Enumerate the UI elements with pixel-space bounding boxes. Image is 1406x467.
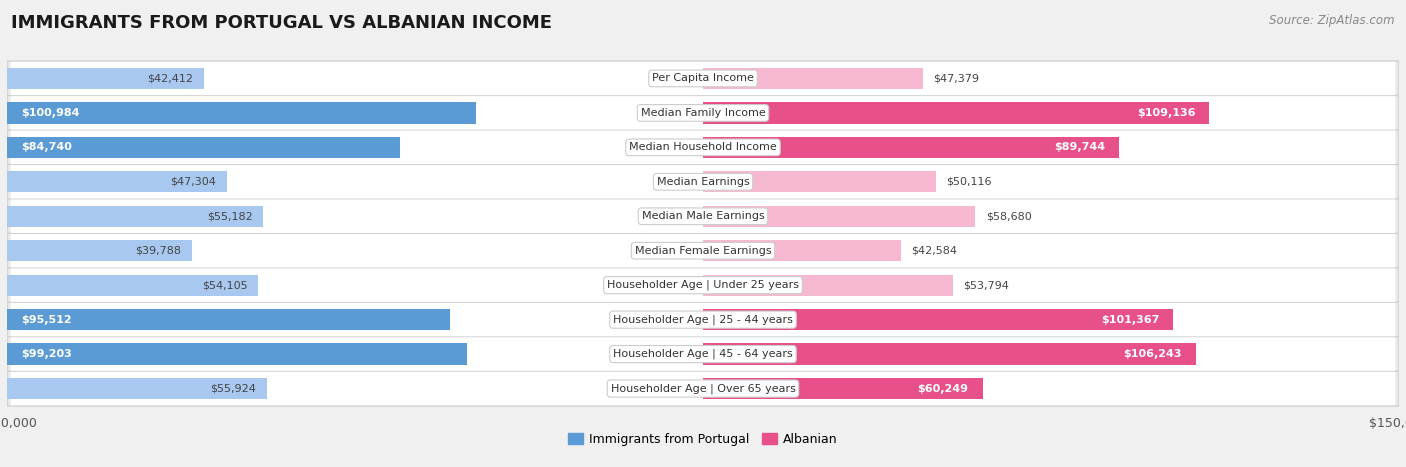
- Text: $58,680: $58,680: [986, 211, 1032, 221]
- Text: $60,249: $60,249: [918, 383, 969, 394]
- Text: $54,105: $54,105: [202, 280, 247, 290]
- FancyBboxPatch shape: [7, 234, 1399, 268]
- Bar: [703, 68, 922, 89]
- Text: Median Household Income: Median Household Income: [628, 142, 778, 152]
- Bar: [7, 240, 191, 262]
- Text: Householder Age | Under 25 years: Householder Age | Under 25 years: [607, 280, 799, 290]
- Text: Source: ZipAtlas.com: Source: ZipAtlas.com: [1270, 14, 1395, 27]
- FancyBboxPatch shape: [7, 95, 1399, 130]
- FancyBboxPatch shape: [7, 337, 1399, 372]
- Bar: [7, 309, 450, 330]
- Text: $47,379: $47,379: [934, 73, 979, 84]
- Bar: [7, 171, 226, 192]
- Bar: [703, 205, 976, 227]
- Bar: [703, 275, 953, 296]
- Text: $95,512: $95,512: [21, 315, 72, 325]
- Text: $55,182: $55,182: [207, 211, 253, 221]
- Bar: [7, 102, 475, 124]
- FancyBboxPatch shape: [10, 372, 1396, 405]
- Bar: [7, 343, 467, 365]
- FancyBboxPatch shape: [7, 130, 1399, 165]
- FancyBboxPatch shape: [10, 165, 1396, 198]
- FancyBboxPatch shape: [10, 62, 1396, 95]
- FancyBboxPatch shape: [7, 302, 1399, 337]
- Text: Median Earnings: Median Earnings: [657, 177, 749, 187]
- Text: $89,744: $89,744: [1054, 142, 1105, 152]
- Legend: Immigrants from Portugal, Albanian: Immigrants from Portugal, Albanian: [562, 428, 844, 451]
- Bar: [703, 137, 1119, 158]
- Text: $101,367: $101,367: [1101, 315, 1160, 325]
- Text: $50,116: $50,116: [946, 177, 991, 187]
- Bar: [703, 309, 1174, 330]
- FancyBboxPatch shape: [7, 164, 1399, 199]
- FancyBboxPatch shape: [10, 269, 1396, 302]
- Text: Median Female Earnings: Median Female Earnings: [634, 246, 772, 256]
- Bar: [703, 102, 1209, 124]
- Text: IMMIGRANTS FROM PORTUGAL VS ALBANIAN INCOME: IMMIGRANTS FROM PORTUGAL VS ALBANIAN INC…: [11, 14, 553, 32]
- Text: Per Capita Income: Per Capita Income: [652, 73, 754, 84]
- Bar: [703, 171, 935, 192]
- Text: $47,304: $47,304: [170, 177, 217, 187]
- Bar: [7, 137, 401, 158]
- Text: $99,203: $99,203: [21, 349, 72, 359]
- FancyBboxPatch shape: [10, 96, 1396, 130]
- FancyBboxPatch shape: [7, 199, 1399, 234]
- Text: $42,584: $42,584: [911, 246, 957, 256]
- Text: $100,984: $100,984: [21, 108, 80, 118]
- FancyBboxPatch shape: [10, 234, 1396, 268]
- FancyBboxPatch shape: [7, 268, 1399, 303]
- Text: Householder Age | 25 - 44 years: Householder Age | 25 - 44 years: [613, 314, 793, 325]
- Bar: [7, 275, 259, 296]
- Text: Householder Age | Over 65 years: Householder Age | Over 65 years: [610, 383, 796, 394]
- FancyBboxPatch shape: [10, 131, 1396, 164]
- Bar: [703, 240, 901, 262]
- Bar: [7, 205, 263, 227]
- FancyBboxPatch shape: [10, 337, 1396, 371]
- Bar: [703, 343, 1197, 365]
- Text: $39,788: $39,788: [135, 246, 181, 256]
- FancyBboxPatch shape: [7, 61, 1399, 96]
- Text: $55,924: $55,924: [209, 383, 256, 394]
- Text: $53,794: $53,794: [963, 280, 1010, 290]
- Bar: [7, 68, 204, 89]
- Text: $109,136: $109,136: [1137, 108, 1195, 118]
- FancyBboxPatch shape: [7, 371, 1399, 406]
- Text: Median Family Income: Median Family Income: [641, 108, 765, 118]
- FancyBboxPatch shape: [10, 199, 1396, 233]
- Bar: [703, 378, 983, 399]
- Text: $106,243: $106,243: [1123, 349, 1182, 359]
- Text: Median Male Earnings: Median Male Earnings: [641, 211, 765, 221]
- Bar: [7, 378, 267, 399]
- Text: $84,740: $84,740: [21, 142, 72, 152]
- FancyBboxPatch shape: [10, 303, 1396, 336]
- Text: $42,412: $42,412: [148, 73, 194, 84]
- Text: Householder Age | 45 - 64 years: Householder Age | 45 - 64 years: [613, 349, 793, 359]
